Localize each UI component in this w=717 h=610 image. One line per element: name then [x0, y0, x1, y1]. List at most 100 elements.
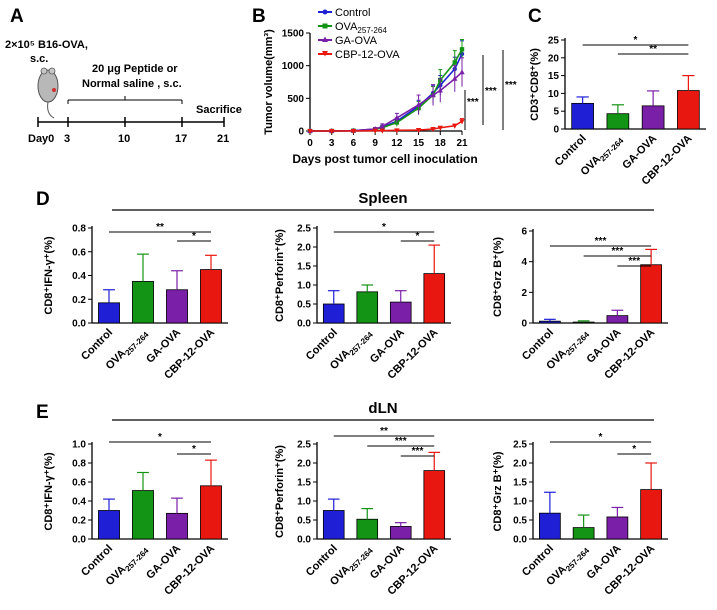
bar-cbp-12-ova: [423, 273, 446, 324]
significance-label: **: [649, 44, 657, 55]
data-point-ga-ova: [415, 101, 422, 107]
significance-label: *: [382, 222, 386, 233]
bar-ga-ova: [166, 512, 188, 540]
bar-ga-ova: [641, 105, 665, 130]
bar-control: [539, 512, 561, 540]
panel-label-b: B: [252, 6, 266, 27]
cd3-cd8-bar-chart: 0510152025CD3⁺CD8⁺(%)ControlOVA257-264GA…: [529, 35, 706, 188]
y-tick-label: 0.5: [513, 516, 527, 527]
panel-label-c: C: [528, 6, 542, 27]
significance-label: ***: [395, 436, 407, 447]
bar-control: [539, 320, 561, 324]
spleen-heading: Spleen: [358, 190, 407, 207]
bar-ova257-264: [572, 527, 595, 540]
dln-perforin-bar-chart: 0.00.51.01.52.02.5CD8⁺Perforin⁺(%)Contro…: [274, 426, 451, 598]
significance-label: **: [156, 222, 164, 233]
y-tick-label: 5: [553, 107, 559, 118]
significance-label: *: [192, 231, 196, 242]
y-axis-label: CD8⁺Grz B⁺(%): [492, 237, 504, 317]
y-tick-label: 0.0: [72, 535, 86, 546]
dln-ifn-bar-chart: 0.00.20.40.60.81.0CD8⁺IFN-γ⁺(%)ControlOV…: [43, 432, 228, 598]
dln-heading: dLN: [368, 400, 397, 417]
y-tick-label: 0.4: [72, 271, 86, 282]
data-point-ga-ova: [394, 114, 400, 120]
significance-label: ***: [412, 446, 424, 457]
bar-cbp-12-ova: [677, 90, 700, 130]
legend-marker-control: [322, 9, 328, 15]
legend-marker-ga: [322, 36, 328, 42]
spleen-perforin-bar-chart: 0.00.51.01.52.02.5CD8⁺Perforin⁺(%)Contro…: [274, 222, 451, 382]
y-tick-label: 0: [521, 319, 527, 330]
y-tick-label: 20: [548, 53, 560, 64]
data-point-cbp-12-ova: [307, 129, 313, 134]
y-tick-label: 0.6: [72, 478, 86, 489]
bar-control: [322, 303, 345, 324]
bar-ova257-264: [132, 490, 154, 540]
data-point-cbp-12-ova: [437, 125, 443, 131]
data-point-cbp-12-ova: [430, 127, 436, 133]
y-tick-label: 0.4: [72, 497, 86, 508]
bar-control: [571, 102, 594, 130]
y-tick-label: 2.0: [297, 459, 311, 470]
y-axis-label: CD8⁺Perforin⁺(%): [274, 229, 286, 322]
panel-label-a: A: [10, 6, 24, 27]
bar-ga-ova: [389, 301, 412, 324]
bar-ova257-264: [132, 281, 154, 324]
y-tick-label: 4: [521, 257, 527, 268]
data-point-ga-ova: [430, 92, 436, 98]
panel-label-e: E: [36, 402, 49, 423]
category-label: Control: [553, 133, 589, 169]
data-point-cbp-12-ova: [350, 129, 357, 134]
bar-cbp-12-ova: [200, 269, 222, 324]
y-tick-label: 0.0: [297, 535, 311, 546]
y-tick-label: 25: [548, 36, 560, 47]
significance-label: **: [380, 426, 388, 437]
y-tick-label: 2.0: [513, 459, 527, 470]
tumor-significance: *** *** ***: [464, 50, 517, 130]
data-point-ova257-264: [459, 47, 465, 52]
legend-marker-cbp: [322, 51, 328, 57]
bar-control: [322, 510, 345, 540]
schematic-treatment-line2: Normal saline , s.c.: [82, 78, 182, 90]
significance-label: ***: [595, 236, 607, 247]
schematic-route: s.c.: [30, 53, 48, 65]
panel-label-d: D: [36, 189, 50, 210]
tumor-ytick: 1500: [282, 29, 305, 40]
bar-cbp-12-ova: [200, 485, 222, 540]
y-tick-label: 1.0: [297, 497, 311, 508]
spleen-section: Spleen: [112, 190, 654, 211]
y-tick-label: 0.2: [72, 295, 86, 306]
y-tick-label: 1.0: [297, 281, 311, 292]
bar-control: [98, 510, 120, 540]
significance-label: *: [416, 231, 420, 242]
tumor-sig-2: ***: [485, 86, 497, 97]
data-point-cbp-12-ova: [372, 128, 378, 134]
y-tick-label: 2.5: [297, 224, 311, 235]
y-tick-label: 0.5: [297, 516, 311, 527]
tumor-sig-3: ***: [505, 80, 517, 91]
tumor-volume-chart: Control OVA257-264 GA-OVA CBP-12-OVA Tum…: [263, 7, 517, 166]
y-tick-label: 0.6: [72, 247, 86, 258]
significance-label: *: [632, 444, 636, 455]
tumor-xtick: 12: [391, 138, 403, 149]
significance-label: ***: [612, 246, 624, 257]
significance-label: *: [599, 432, 603, 443]
tumor-ytick: 500: [287, 94, 304, 105]
bar-ga-ova: [606, 516, 629, 540]
y-tick-label: 0.0: [72, 319, 86, 330]
data-point-ga-ova: [437, 87, 443, 93]
tumor-xtick: 3: [329, 138, 335, 149]
y-axis-label: CD8⁺IFN-γ⁺(%): [43, 452, 55, 531]
tumor-xtick: 21: [456, 138, 468, 149]
timeline-day-0: Day0: [28, 133, 54, 145]
significance-label: *: [634, 35, 638, 46]
y-tick-label: 6: [521, 227, 527, 238]
significance-label: ***: [628, 256, 640, 267]
schematic-panel: 2×10⁵ B16-OVA, s.c. 20 μg Peptide or Nor…: [5, 39, 242, 145]
tumor-ytick: 1000: [282, 61, 305, 72]
y-tick-label: 2.5: [297, 440, 311, 451]
y-tick-label: 0.8: [72, 459, 86, 470]
